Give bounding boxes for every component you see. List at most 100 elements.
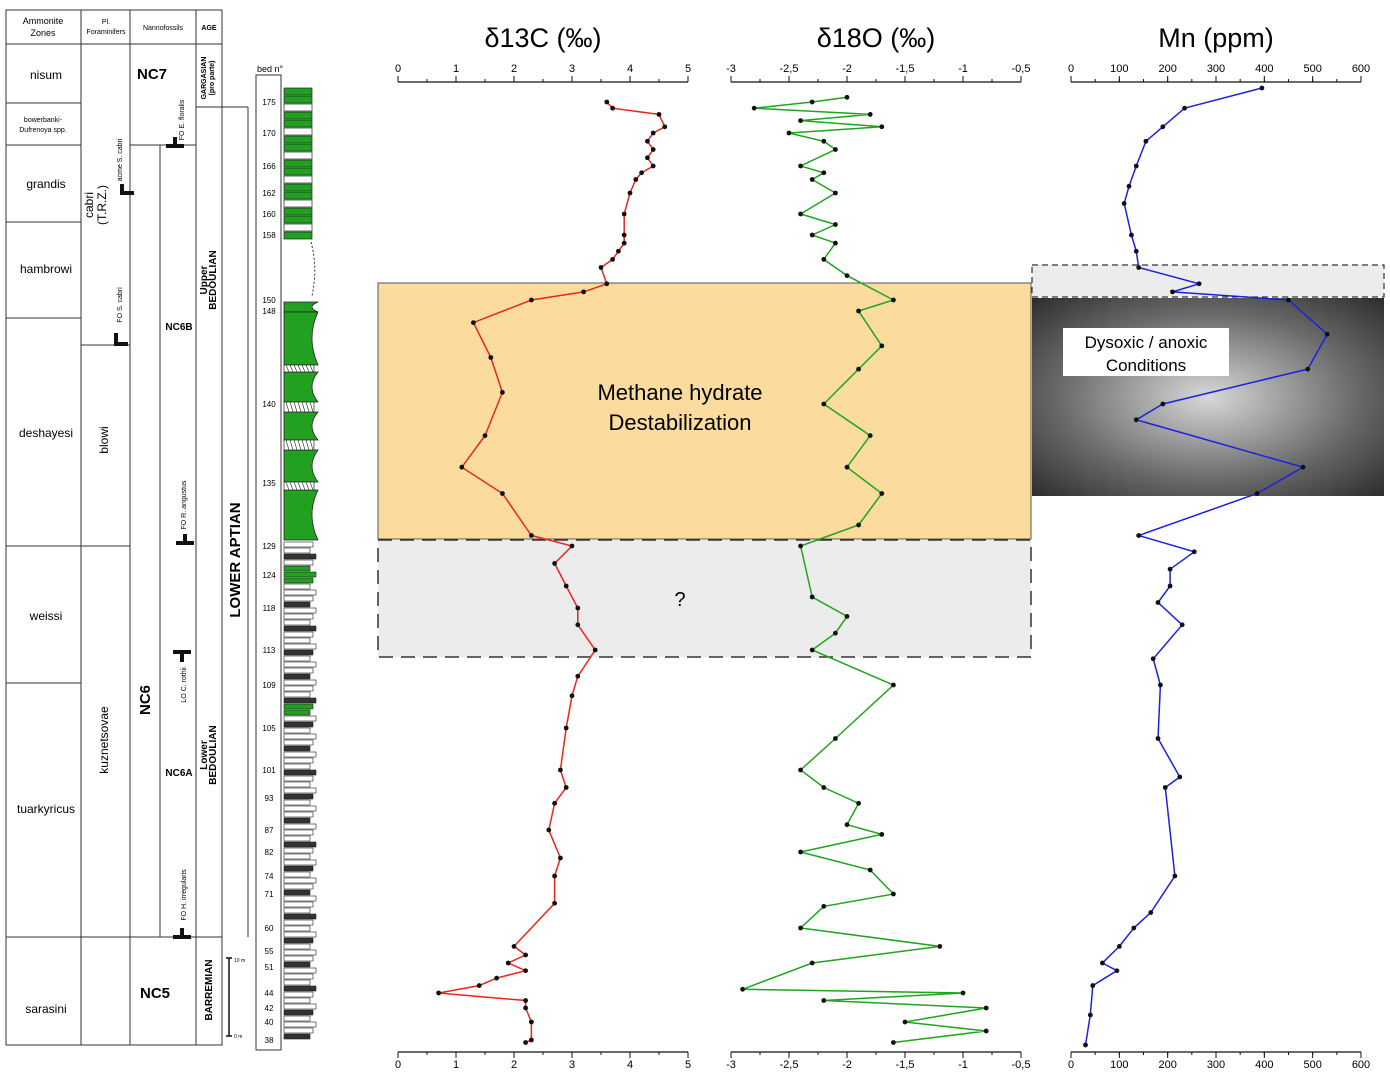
foram-blowi: blowi bbox=[97, 426, 111, 453]
bed-label-160: 160 bbox=[262, 210, 276, 219]
litho-limestone bbox=[283, 401, 315, 413]
litho-bed bbox=[283, 919, 314, 926]
data-point bbox=[1254, 491, 1260, 496]
data-point bbox=[639, 170, 644, 176]
tick-label: 0 bbox=[395, 1059, 401, 1071]
litho-bed bbox=[283, 853, 311, 860]
litho-bed bbox=[283, 541, 314, 548]
litho-bed bbox=[283, 223, 313, 232]
data-point bbox=[546, 827, 552, 833]
data-point bbox=[1162, 785, 1168, 790]
litho-hatch bbox=[305, 401, 310, 413]
litho-bed bbox=[283, 913, 317, 920]
data-point bbox=[867, 867, 873, 873]
data-point bbox=[471, 320, 476, 326]
litho-bed bbox=[283, 943, 311, 950]
data-point bbox=[809, 960, 815, 966]
data-point bbox=[833, 240, 838, 246]
data-point bbox=[645, 138, 650, 144]
mn-grey-box bbox=[1031, 264, 1385, 298]
header-ammonite-2: Zones bbox=[30, 28, 56, 38]
data-point bbox=[1150, 656, 1156, 662]
age-lower: Lower bbox=[199, 740, 210, 770]
data-point bbox=[1100, 960, 1105, 966]
litho-marl bbox=[283, 371, 319, 403]
litho-bed bbox=[283, 757, 314, 764]
litho-bed bbox=[283, 769, 317, 776]
biostrat-table bbox=[5, 9, 249, 1046]
tick-label: 5 bbox=[685, 1059, 691, 1071]
litho-bed bbox=[283, 721, 314, 728]
data-point bbox=[500, 491, 505, 496]
litho-bed bbox=[283, 991, 314, 998]
litho-bed bbox=[283, 931, 317, 938]
litho-bed bbox=[283, 709, 311, 716]
tick-label: 5 bbox=[685, 63, 691, 75]
litho-bed bbox=[283, 151, 313, 160]
tick-label: 0 bbox=[395, 63, 401, 75]
data-point bbox=[891, 891, 896, 897]
data-point bbox=[436, 990, 441, 996]
litho-bed bbox=[283, 553, 317, 560]
litho-bed bbox=[283, 697, 317, 704]
data-point bbox=[575, 605, 581, 611]
tick-label: 300 bbox=[1207, 63, 1225, 75]
litho-marl bbox=[283, 411, 319, 441]
data-point bbox=[983, 1028, 989, 1034]
data-point bbox=[529, 533, 534, 538]
litho-hatch bbox=[293, 481, 298, 491]
data-point bbox=[523, 952, 528, 958]
data-point bbox=[552, 900, 557, 906]
data-point bbox=[575, 622, 581, 628]
data-point bbox=[523, 1040, 528, 1045]
bed-labels: 175 170 166 162 160 158 150 148 140 135 129 124 118 1… bbox=[262, 98, 276, 1045]
tick-label: 500 bbox=[1303, 1059, 1321, 1071]
tick-label: 3 bbox=[569, 63, 575, 75]
bed-label-150: 150 bbox=[262, 296, 276, 305]
methane-label-1: Methane hydrate bbox=[597, 380, 762, 405]
data-point bbox=[960, 990, 966, 996]
litho-marl bbox=[283, 311, 319, 366]
foram-kuznetsovae: kuznetsovae bbox=[97, 706, 111, 774]
data-point bbox=[523, 1005, 528, 1011]
age-pro-parte: (pro parte) bbox=[209, 61, 216, 96]
data-point bbox=[1191, 549, 1197, 555]
tick-label: 0 bbox=[1068, 1059, 1074, 1071]
tick-label: 2 bbox=[511, 1059, 517, 1071]
nanno-nc6b: NC6B bbox=[165, 322, 192, 333]
data-point bbox=[656, 112, 662, 117]
chart-mn: Mn (ppm) 0 100 200 300 400 500 600 0 100 200 300 40… bbox=[1068, 23, 1370, 1071]
data-point bbox=[821, 138, 827, 144]
data-point bbox=[1160, 401, 1166, 407]
mn-series-line bbox=[1084, 87, 1329, 1046]
data-point bbox=[1129, 232, 1134, 238]
data-point bbox=[844, 94, 850, 100]
data-point bbox=[1155, 600, 1161, 605]
litho-bed bbox=[283, 817, 311, 824]
litho-hatch bbox=[297, 364, 302, 373]
data-point bbox=[1121, 201, 1127, 206]
bed-label-55: 55 bbox=[265, 947, 274, 956]
data-point bbox=[902, 1019, 908, 1025]
header-foram-2: Foraminifers bbox=[87, 29, 126, 36]
data-point bbox=[1126, 183, 1132, 189]
data-point bbox=[1259, 85, 1265, 91]
dysoxic-box bbox=[1032, 298, 1384, 496]
zone-grandis: grandis bbox=[26, 177, 65, 191]
foram-trz: (T.R.Z.) bbox=[95, 185, 109, 225]
litho-bed bbox=[283, 949, 317, 956]
data-point bbox=[494, 975, 499, 981]
tick-label: -1,5 bbox=[896, 1059, 915, 1071]
data-point bbox=[1090, 983, 1096, 988]
header-ammonite-1: Ammonite bbox=[23, 16, 64, 26]
data-point bbox=[575, 673, 581, 679]
litho-hatch bbox=[309, 364, 314, 373]
litho-bed bbox=[283, 673, 311, 680]
bed-label-109: 109 bbox=[262, 681, 276, 690]
header-nanno: Nannofossils bbox=[143, 25, 184, 32]
litho-hatch bbox=[297, 481, 302, 491]
data-point bbox=[833, 190, 838, 196]
bed-column bbox=[255, 74, 282, 1051]
d13c-title: δ13C (‰) bbox=[484, 23, 601, 53]
data-point bbox=[809, 232, 815, 238]
